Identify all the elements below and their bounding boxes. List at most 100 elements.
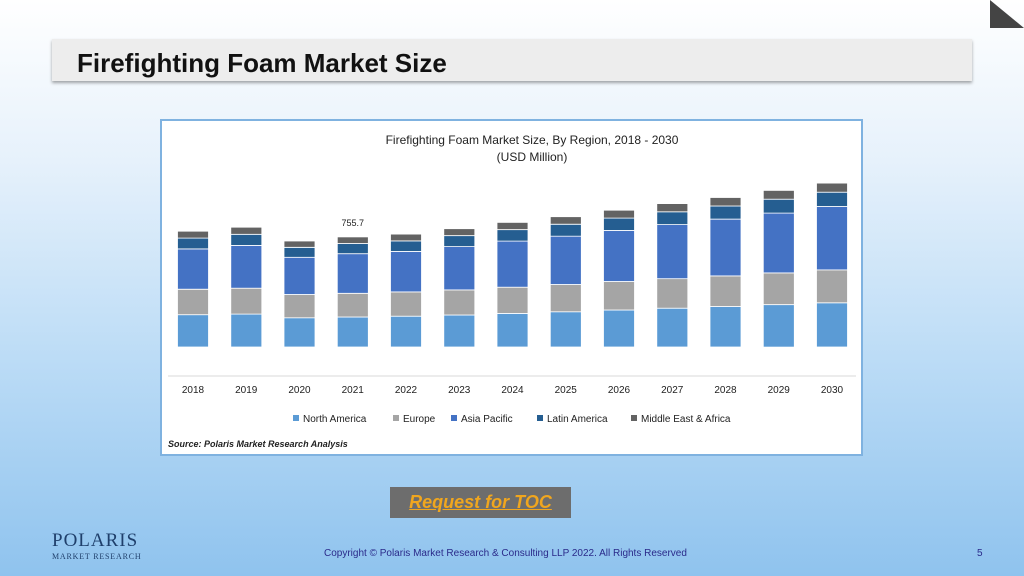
bar-segment-2020-asia-pacific [283,256,316,295]
bar-segment-2021-north-america [336,316,369,348]
bar-segment-2018-latin-america [177,237,209,250]
chart-legend: North America Europe Asia Pacific Latin Ame… [293,414,731,425]
bar-segment-2028-middle-east-africa [709,197,742,207]
bar-segment-2023-north-america [443,314,476,348]
legend-swatch-asia-pacific [451,415,457,421]
bar-segment-2023-latin-america [443,235,476,247]
bar-segment-2018-north-america [177,314,209,348]
bar-segment-2027-asia-pacific [656,224,689,280]
bar-segment-2023-asia-pacific [443,246,476,291]
bar-segment-2026-latin-america [603,217,635,231]
bar-segment-2025-latin-america [549,223,582,237]
bar-segment-2019-latin-america [230,233,263,246]
bar-segment-2025-middle-east-africa [549,216,582,225]
bar-segment-2018-europe [177,288,209,316]
bar-segment-2027-latin-america [656,211,689,226]
bar-segment-2021-middle-east-africa [336,236,369,244]
chart-title: Firefighting Foam Market Size, By Region… [386,133,679,147]
legend-label-middle-east-africa: Middle East & Africa [641,414,731,425]
bar-segment-2024-europe [496,286,529,314]
data-label-annotation: 755.7 [341,218,364,228]
legend-label-north-america: North America [303,414,367,425]
x-tick-2028: 2028 [714,385,737,396]
bar-segment-2025-asia-pacific [549,235,582,285]
stacked-bar-chart: Firefighting Foam Market Size, By Region… [168,133,856,449]
x-tick-2027: 2027 [661,385,684,396]
polaris-logo: POLARIS MARKET RESEARCH [52,531,141,561]
bar-segment-2029-asia-pacific [762,212,795,274]
chart-frame: Firefighting Foam Market Size, By Region… [160,119,863,456]
bar-segment-2020-middle-east-africa [283,240,316,248]
chart-source: Source: Polaris Market Research Analysis [168,439,348,449]
page-title: Firefighting Foam Market Size [77,48,447,78]
bar-segment-2018-middle-east-africa [177,230,209,239]
bar-segment-2029-north-america [762,304,795,348]
bar-segment-2021-asia-pacific [336,253,369,294]
bar-segment-2030-north-america [816,302,848,348]
x-tick-2030: 2030 [821,385,844,396]
x-tick-labels: 2018 2019 2020 2021 2022 2023 2024 2025 2026 2027… [182,385,844,396]
bar-segment-2025-north-america [549,311,582,348]
bar-segment-2030-europe [816,269,848,304]
bar-segment-2025-europe [549,284,582,313]
page-number: 5 [977,548,983,559]
x-tick-2026: 2026 [608,385,631,396]
bar-segment-2019-middle-east-africa [230,226,263,235]
legend-swatch-europe [393,415,399,421]
bar-segment-2027-middle-east-africa [656,203,689,213]
bar-segment-2026-middle-east-africa [603,209,635,219]
bar-segment-2021-latin-america [336,243,369,255]
bar-segment-2023-middle-east-africa [443,228,476,236]
legend-label-asia-pacific: Asia Pacific [461,414,513,425]
bar-segment-2020-europe [283,294,316,319]
legend-label-europe: Europe [403,414,436,425]
corner-triangle-icon [990,0,1024,28]
bar-segment-2027-north-america [656,307,689,348]
bar-segment-2030-asia-pacific [816,206,848,271]
bar-segment-2022-asia-pacific [390,250,422,293]
bar-segment-2022-europe [390,291,422,317]
bar-segment-2026-north-america [603,309,635,348]
bar-segment-2028-europe [709,275,742,307]
bar-segment-2019-europe [230,287,263,315]
bar-segment-2024-middle-east-africa [496,222,529,231]
copyright-text: Copyright © Polaris Market Research & Co… [324,548,687,559]
title-bar: Firefighting Foam Market Size [52,39,972,81]
bar-segment-2026-europe [603,281,635,311]
legend-label-latin-america: Latin America [547,414,608,425]
bar-segment-2029-europe [762,272,795,305]
logo-line-1: POLARIS [52,530,139,551]
bar-segment-2026-asia-pacific [603,230,635,282]
x-tick-2024: 2024 [501,385,524,396]
bar-segment-2022-latin-america [390,240,422,252]
chart-subtitle: (USD Million) [497,150,568,164]
bar-segment-2024-latin-america [496,229,529,242]
bar-segment-2027-europe [656,278,689,309]
x-tick-2019: 2019 [235,385,258,396]
bar-segment-2029-middle-east-africa [762,190,795,200]
logo-line-2: MARKET RESEARCH [52,552,142,561]
bar-segment-2029-latin-america [762,198,795,214]
x-tick-2023: 2023 [448,385,471,396]
legend-swatch-latin-america [537,415,543,421]
bar-segment-2019-north-america [230,313,263,348]
bar-segment-2028-north-america [709,306,742,348]
bar-segment-2021-europe [336,292,369,318]
bar-segment-2024-asia-pacific [496,240,529,288]
bar-segment-2020-north-america [283,317,316,348]
x-tick-2020: 2020 [288,385,311,396]
x-tick-2025: 2025 [555,385,578,396]
bar-segment-2028-asia-pacific [709,218,742,277]
bar-segment-2022-middle-east-africa [390,233,422,242]
x-tick-2022: 2022 [395,385,418,396]
legend-swatch-north-america [293,415,299,421]
x-tick-2021: 2021 [342,385,365,396]
request-toc-button[interactable]: Request for TOC [390,487,571,518]
bar-segment-2030-middle-east-africa [816,182,848,193]
bar-segment-2019-asia-pacific [230,245,263,289]
bar-segment-2028-latin-america [709,205,742,220]
bar-segment-2020-latin-america [283,247,316,258]
bar-segment-2030-latin-america [816,191,848,207]
bars-group [177,182,848,348]
bar-segment-2023-europe [443,289,476,316]
